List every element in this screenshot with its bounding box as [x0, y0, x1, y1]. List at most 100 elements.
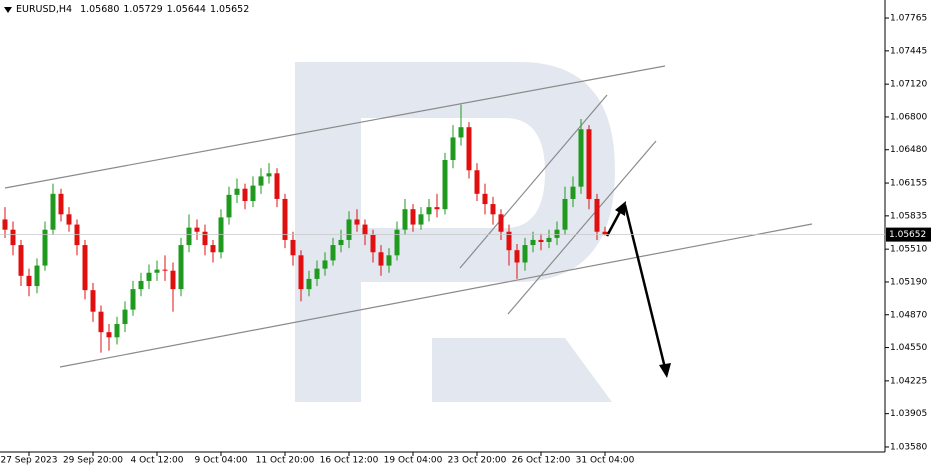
candle-body: [82, 245, 88, 291]
candle-body: [314, 268, 320, 279]
candle-body: [106, 332, 112, 338]
candle-body: [394, 229, 400, 256]
y-tick-label: 1.05835: [890, 211, 927, 221]
candle-body: [226, 194, 232, 218]
y-tick-label: 1.06155: [890, 179, 927, 189]
ohlc-value: 1.05652: [209, 4, 250, 15]
candle-body: [562, 198, 568, 230]
candle-body: [298, 255, 304, 290]
candle-body: [338, 239, 344, 246]
candle-body: [98, 311, 104, 333]
candle-body: [138, 280, 144, 290]
x-tick-label: 29 Sep 20:00: [63, 456, 123, 466]
candle-body: [34, 265, 40, 287]
candle-body: [602, 231, 608, 235]
candle-body: [58, 193, 64, 215]
candle-body: [386, 255, 392, 266]
candle-body: [130, 289, 136, 310]
y-tick-label: 1.05190: [890, 277, 927, 287]
candle-body: [490, 204, 496, 215]
candle-body: [18, 245, 24, 276]
candle-body: [458, 127, 464, 138]
candle-body: [122, 309, 128, 324]
candle-body: [26, 275, 32, 287]
candle-body: [362, 224, 368, 235]
chart-header: EURUSD,H4 1.05680 1.05729 1.05644 1.0565…: [4, 4, 249, 15]
candle-body: [354, 219, 360, 225]
candle-body: [42, 229, 48, 266]
y-tick-label: 1.06800: [890, 112, 927, 122]
candle-body: [2, 219, 8, 230]
x-tick-label: 23 Oct 20:00: [448, 456, 507, 466]
candle-body: [258, 176, 264, 186]
candle-body: [370, 234, 376, 253]
candles: [2, 104, 608, 353]
candle-body: [530, 239, 536, 246]
x-tick-label: 9 Oct 04:00: [195, 456, 248, 466]
x-tick-label: 16 Oct 12:00: [320, 456, 379, 466]
x-tick-label: 11 Oct 20:00: [256, 456, 315, 466]
y-tick-label: 1.03905: [890, 409, 927, 419]
candle-body: [146, 272, 152, 281]
y-tick-label: 1.04225: [890, 376, 927, 386]
symbol: EURUSD,H4: [16, 4, 73, 15]
candle-body: [434, 207, 440, 210]
y-tick-label: 1.05510: [890, 245, 927, 255]
candle-body: [570, 186, 576, 199]
candle-body: [378, 252, 384, 266]
current-price-box: [886, 227, 931, 242]
candle-body: [114, 323, 120, 338]
collapse-icon: [4, 6, 12, 13]
current-price-label: 1.05652: [889, 230, 926, 240]
x-tick-label: 26 Oct 12:00: [512, 456, 571, 466]
forecast-arrows: [605, 201, 671, 378]
candle-body: [442, 159, 448, 210]
candle-body: [482, 193, 488, 205]
y-tick-label: 1.06480: [890, 145, 927, 155]
candle-body: [322, 260, 328, 269]
candle-body: [234, 188, 240, 195]
candle-body: [578, 129, 584, 187]
candle-body: [346, 219, 352, 240]
candle-body: [402, 209, 408, 230]
candle-body: [194, 227, 200, 232]
candle-body: [170, 270, 176, 290]
candle-body: [474, 170, 480, 194]
x-tick-label: 4 Oct 12:00: [131, 456, 184, 466]
candle-body: [426, 207, 432, 215]
candle-body: [266, 173, 272, 177]
ohlc-value: 1.05729: [123, 4, 163, 15]
y-tick-label: 1.04870: [890, 310, 927, 320]
ohlc-value: 1.05644: [166, 4, 206, 15]
candle-body: [538, 239, 544, 242]
candle-body: [466, 127, 472, 171]
candle-body: [90, 290, 96, 312]
candle-body: [506, 231, 512, 251]
x-tick-label: 31 Oct 04:00: [576, 456, 635, 466]
candle-body: [186, 227, 192, 246]
y-tick-label: 1.03580: [890, 442, 927, 452]
candle-body: [514, 250, 520, 263]
candle-body: [306, 278, 312, 290]
candle-body: [210, 245, 216, 253]
candle-body: [10, 229, 16, 246]
candle-body: [586, 129, 592, 199]
trend-lines: [4, 65, 813, 368]
candle-body: [202, 231, 208, 246]
candle-body: [330, 245, 336, 261]
ohlc-value: 1.05680: [80, 4, 120, 15]
candle-body: [178, 245, 184, 290]
y-tick-label: 1.07445: [890, 46, 927, 56]
candle-body: [498, 214, 504, 232]
y-tick-label: 1.07765: [890, 14, 927, 24]
candle-body: [290, 239, 296, 256]
candle-body: [522, 245, 528, 263]
candle-body: [282, 198, 288, 240]
candle-body: [546, 237, 552, 242]
candle-body: [250, 185, 256, 201]
candle-body: [242, 188, 248, 201]
candle-body: [162, 269, 168, 271]
candle-body: [450, 137, 456, 160]
